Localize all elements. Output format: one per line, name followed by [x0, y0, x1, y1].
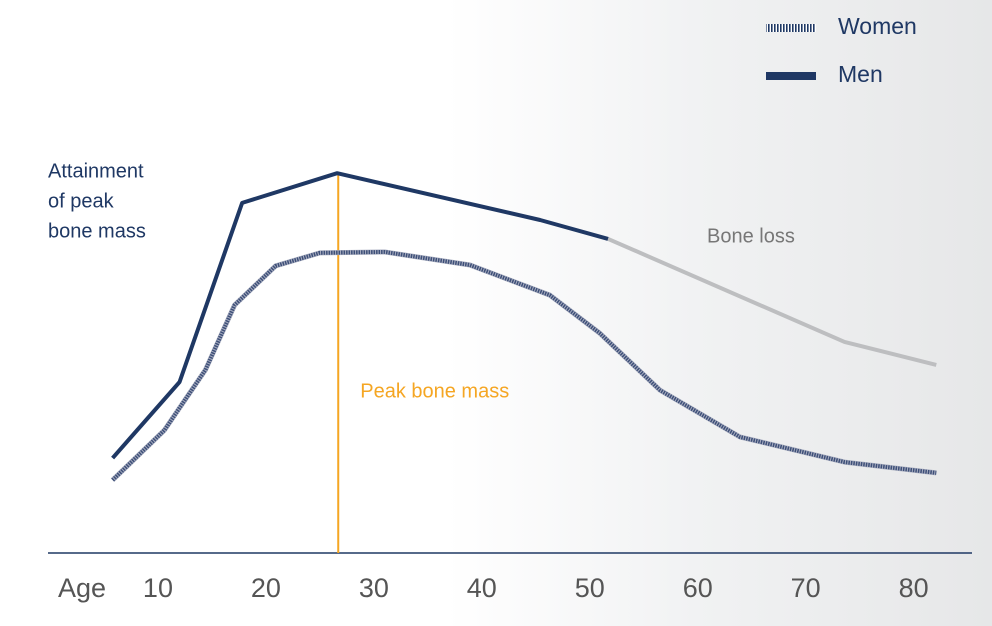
x-tick-label: 40: [467, 573, 497, 603]
legend-swatch: [766, 24, 816, 32]
legend-swatch: [766, 72, 816, 80]
series-line: [607, 237, 937, 367]
annotation: of peak: [48, 190, 115, 212]
x-tick-label: 80: [899, 573, 929, 603]
x-tick-label: 20: [251, 573, 281, 603]
legend-label: Women: [838, 13, 917, 39]
x-tick-label: 10: [143, 573, 173, 603]
x-tick-label: 50: [575, 573, 605, 603]
x-tick-label: 30: [359, 573, 389, 603]
series-line: [111, 171, 609, 460]
annotation: Attainment: [48, 160, 144, 182]
series-label: Bone loss: [707, 225, 795, 247]
annotation: bone mass: [48, 220, 146, 242]
legend-label: Men: [838, 61, 883, 87]
peak-label: Peak bone mass: [360, 380, 509, 402]
series-line: [111, 249, 937, 482]
x-axis-label: Age: [58, 573, 106, 603]
x-tick-label: 60: [683, 573, 713, 603]
x-tick-label: 70: [791, 573, 821, 603]
